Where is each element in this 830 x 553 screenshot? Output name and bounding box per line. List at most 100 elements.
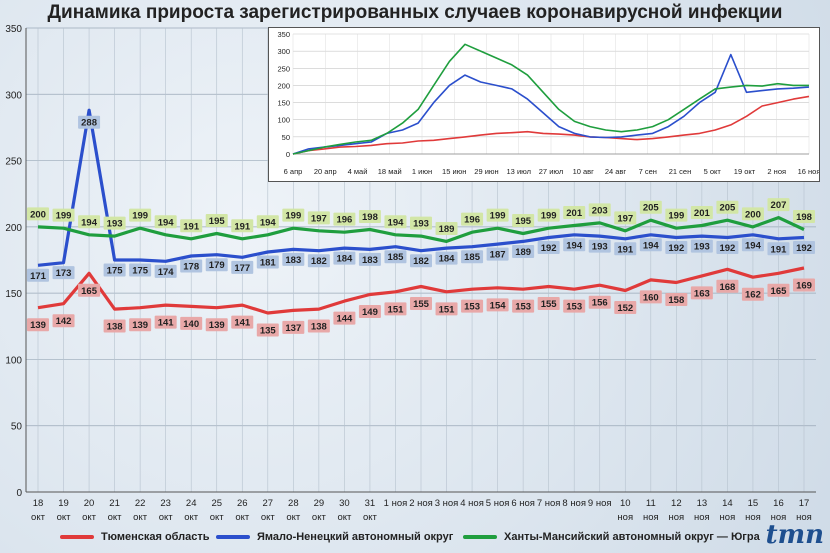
data-label-bg-yamal [741,238,764,252]
data-label-bg-yamal [333,251,356,265]
data-label-bg-hmao [741,207,764,221]
inset-x-tick-label: 21 сен [669,167,692,176]
data-label-yamal: 175 [107,266,124,277]
data-label-tyumen: 142 [56,316,72,327]
x-tick-label: 3 ноя [435,498,459,509]
data-label-bg-yamal [205,258,228,272]
inset-y-tick-label: 200 [277,81,290,90]
data-label-bg-hmao [665,208,688,222]
data-label-tyumen: 137 [285,323,301,334]
inset-y-tick-label: 0 [286,150,290,159]
data-label-bg-hmao [435,221,458,235]
data-label-bg-yamal [512,244,535,258]
data-label-bg-hmao [486,208,509,222]
data-label-yamal: 187 [490,250,506,261]
inset-x-tick-label: 1 июн [412,167,432,176]
data-label-bg-tyumen [512,299,535,313]
legend: Тюменская область Ямало-Ненецкий автоном… [0,531,830,551]
data-label-bg-yamal [563,238,586,252]
inset-x-tick-label: 29 июн [474,167,498,176]
data-label-bg-tyumen [410,297,432,311]
data-label-hmao: 201 [694,208,711,219]
x-tick-label: 20 [84,498,95,509]
data-label-hmao: 198 [362,212,378,223]
x-tick-label-month: окт [210,512,225,523]
data-label-hmao: 189 [439,224,455,235]
data-label-hmao: 207 [771,200,787,211]
data-label-bg-hmao [333,212,356,226]
data-label-hmao: 197 [311,213,327,224]
legend-swatch-yamal [216,535,250,539]
data-label-tyumen: 141 [234,318,251,329]
x-tick-label: 22 [135,498,146,509]
data-label-yamal: 192 [796,243,812,254]
data-label-hmao: 199 [132,211,148,222]
data-label-bg-yamal [78,115,101,129]
series-line-tyumen [37,266,805,315]
data-label-yamal: 182 [413,256,429,267]
data-label-bg-tyumen [486,298,509,312]
data-label-bg-hmao [282,208,305,222]
data-label-bg-tyumen [767,283,790,297]
data-label-hmao: 195 [515,216,532,227]
data-label-yamal: 177 [234,263,250,274]
data-label-tyumen: 162 [745,290,761,301]
x-tick-label: 25 [211,498,222,509]
x-tick-label: 15 [748,498,759,509]
data-label-tyumen: 160 [643,292,659,303]
data-label-bg-hmao [27,207,49,221]
x-tick-label: 8 ноя [562,498,586,509]
data-label-bg-yamal [231,260,254,274]
data-label-hmao: 194 [158,217,175,228]
data-label-yamal: 194 [643,240,660,251]
data-label-hmao: 193 [413,219,429,230]
data-label-bg-hmao [614,211,637,225]
legend-label-tyumen: Тюменская область [101,531,210,543]
data-label-tyumen: 135 [260,326,277,337]
x-tick-label: 26 [237,498,248,509]
x-tick-label: 18 [33,498,44,509]
x-tick-label-month: ноя [643,512,659,523]
legend-item-yamal: Ямало-Ненецкий автономный округ [216,531,453,543]
data-label-tyumen: 155 [541,299,558,310]
data-label-tyumen: 152 [617,303,633,314]
data-label-tyumen: 154 [490,300,507,311]
inset-x-tick-label: 20 апр [314,167,337,176]
data-label-bg-tyumen [205,318,228,332]
data-label-yamal: 178 [183,262,199,273]
inset-y-tick-label: 350 [277,30,290,39]
data-label-bg-hmao [205,213,228,227]
data-label-tyumen: 138 [107,322,123,333]
data-label-bg-hmao [358,210,381,224]
x-tick-label-month: ноя [771,512,787,523]
x-tick-label: 27 [263,498,274,509]
data-label-hmao: 193 [107,219,123,230]
data-label-hmao: 201 [566,208,583,219]
data-label-hmao: 199 [56,211,72,222]
x-tick-label-month: окт [108,512,123,523]
data-label-bg-hmao [307,211,330,225]
data-label-bg-hmao [716,200,739,214]
data-label-bg-hmao [410,216,432,230]
inset-chart-svg: 0 50 100 150 200 250 300 350 6 апр 20 апр 4 май 18 … [277,30,820,176]
x-tick-label-month: окт [286,512,301,523]
data-label-bg-hmao [103,216,126,230]
data-label-bg-tyumen [129,318,152,332]
data-label-hmao: 200 [745,209,761,220]
data-label-bg-yamal [410,254,432,268]
data-label-tyumen: 151 [388,304,405,315]
data-label-tyumen: 153 [515,302,531,313]
x-tick-label-month: окт [235,512,250,523]
data-label-yamal: 184 [336,254,353,265]
data-label-yamal: 288 [81,118,97,129]
data-label-bg-tyumen [716,279,739,293]
inset-x-tick-label: 24 авг [605,167,627,176]
x-tick-label: 2 ноя [409,498,433,509]
data-label-bg-yamal [588,239,611,253]
data-label-bg-hmao [154,215,177,229]
data-label-bg-tyumen [103,319,126,333]
data-label-tyumen: 155 [413,299,430,310]
data-label-yamal: 191 [617,244,634,255]
data-label-bg-hmao [461,212,484,226]
inset-series-line-tyumen [292,95,810,155]
